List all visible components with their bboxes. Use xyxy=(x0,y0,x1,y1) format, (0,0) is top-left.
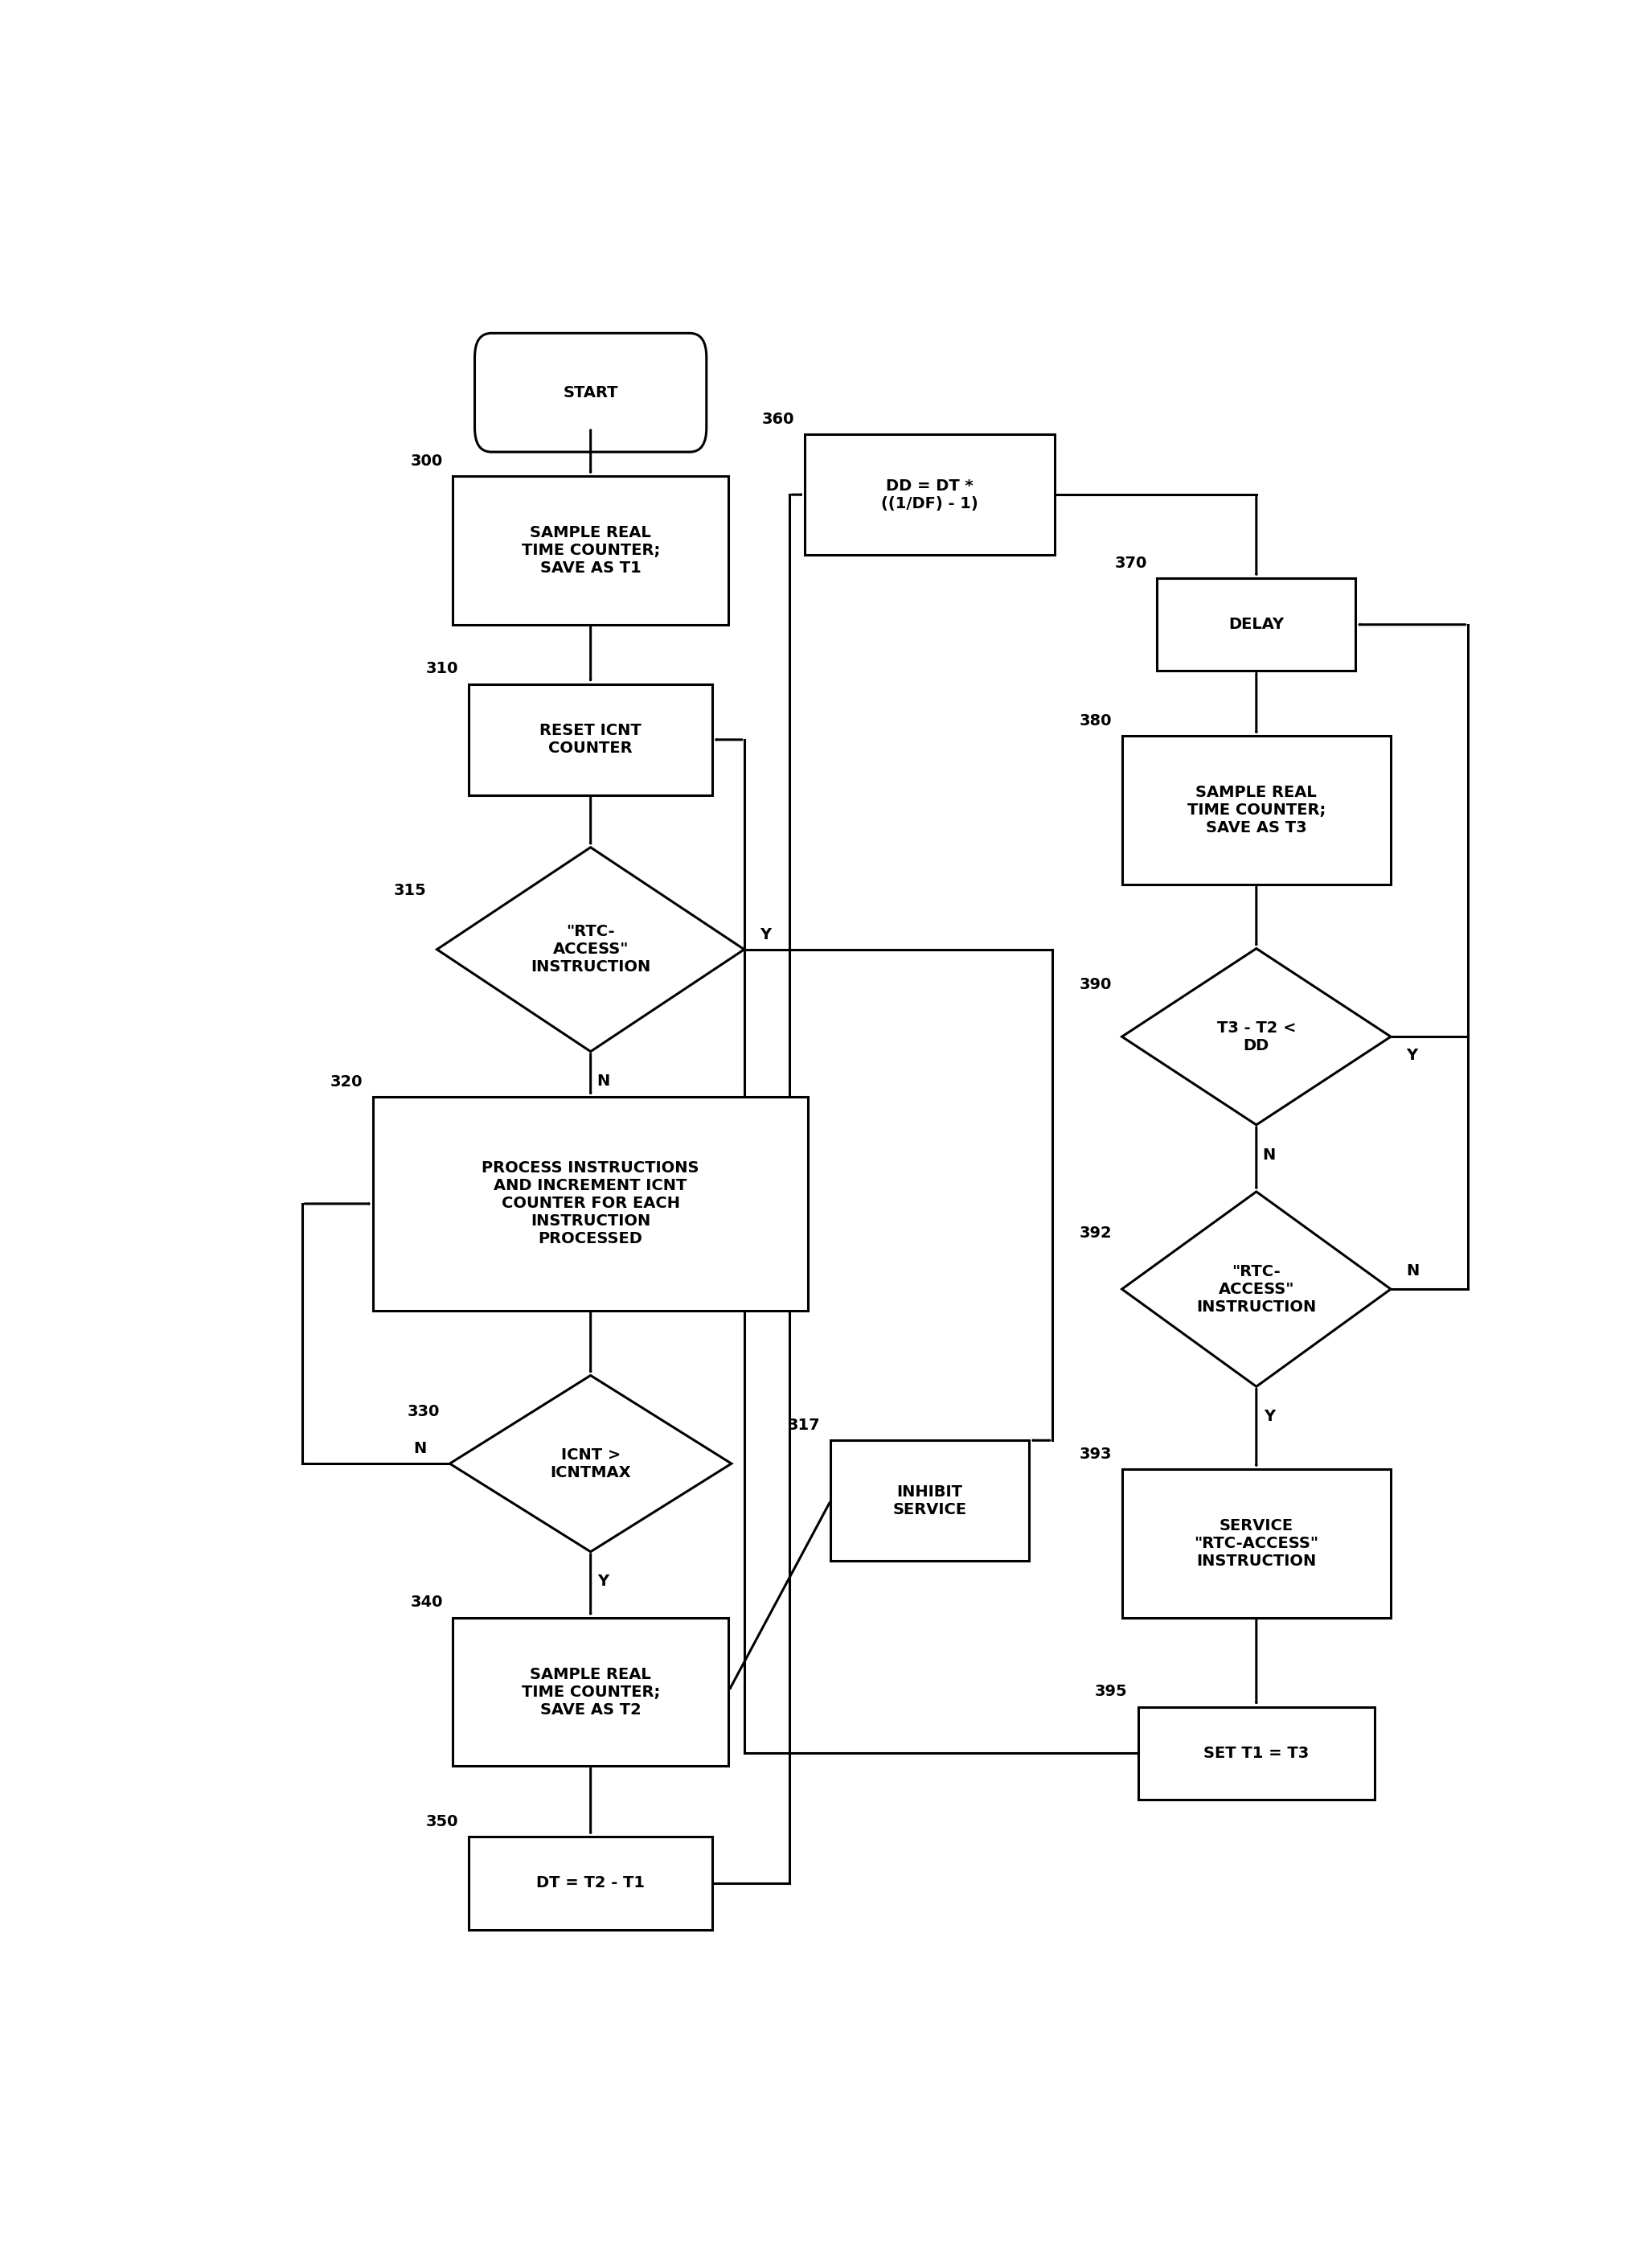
Text: SAMPLE REAL
TIME COUNTER;
SAVE AS T2: SAMPLE REAL TIME COUNTER; SAVE AS T2 xyxy=(522,1666,659,1718)
Text: 350: 350 xyxy=(426,1815,459,1829)
Text: N: N xyxy=(1262,1147,1275,1162)
Text: SET T1 = T3: SET T1 = T3 xyxy=(1204,1745,1308,1761)
Text: 390: 390 xyxy=(1079,977,1112,993)
Text: 393: 393 xyxy=(1079,1446,1112,1462)
Text: 392: 392 xyxy=(1079,1226,1112,1240)
Text: ICNT >
ICNTMAX: ICNT > ICNTMAX xyxy=(550,1448,631,1480)
Bar xyxy=(805,435,1054,555)
Text: N: N xyxy=(596,1074,610,1090)
Text: INHIBIT
SERVICE: INHIBIT SERVICE xyxy=(892,1484,966,1518)
Text: Y: Y xyxy=(760,927,771,943)
Text: SERVICE
"RTC-ACCESS"
INSTRUCTION: SERVICE "RTC-ACCESS" INSTRUCTION xyxy=(1194,1518,1318,1568)
Text: N: N xyxy=(413,1441,426,1457)
Text: 315: 315 xyxy=(393,884,426,897)
Bar xyxy=(1138,1706,1374,1799)
Text: SAMPLE REAL
TIME COUNTER;
SAVE AS T1: SAMPLE REAL TIME COUNTER; SAVE AS T1 xyxy=(522,526,659,576)
Bar xyxy=(453,1618,729,1765)
Text: Y: Y xyxy=(598,1575,610,1588)
Text: PROCESS INSTRUCTIONS
AND INCREMENT ICNT
COUNTER FOR EACH
INSTRUCTION
PROCESSED: PROCESS INSTRUCTIONS AND INCREMENT ICNT … xyxy=(482,1160,699,1246)
Text: 330: 330 xyxy=(406,1405,439,1419)
Text: 370: 370 xyxy=(1115,555,1146,571)
Polygon shape xyxy=(1122,949,1391,1124)
Text: DELAY: DELAY xyxy=(1229,616,1284,632)
Text: 340: 340 xyxy=(410,1595,443,1611)
Text: T3 - T2 <
DD: T3 - T2 < DD xyxy=(1218,1020,1295,1054)
Bar xyxy=(373,1097,808,1310)
Polygon shape xyxy=(449,1375,732,1552)
Text: "RTC-
ACCESS"
INSTRUCTION: "RTC- ACCESS" INSTRUCTION xyxy=(530,925,651,974)
Bar xyxy=(1122,1468,1391,1618)
Text: "RTC-
ACCESS"
INSTRUCTION: "RTC- ACCESS" INSTRUCTION xyxy=(1196,1264,1317,1314)
Bar xyxy=(1156,578,1356,671)
Text: 310: 310 xyxy=(426,662,459,678)
Text: 360: 360 xyxy=(762,412,795,426)
Text: Y: Y xyxy=(1264,1409,1275,1423)
Text: 380: 380 xyxy=(1079,714,1112,730)
Text: 395: 395 xyxy=(1095,1684,1128,1700)
Bar xyxy=(1122,736,1391,884)
Text: Y: Y xyxy=(1406,1047,1417,1063)
Bar xyxy=(453,476,729,625)
Text: 317: 317 xyxy=(788,1419,821,1432)
Text: SAMPLE REAL
TIME COUNTER;
SAVE AS T3: SAMPLE REAL TIME COUNTER; SAVE AS T3 xyxy=(1188,784,1325,836)
FancyBboxPatch shape xyxy=(474,333,707,451)
Text: RESET ICNT
COUNTER: RESET ICNT COUNTER xyxy=(540,723,641,757)
Text: START: START xyxy=(563,385,618,401)
Bar xyxy=(831,1441,1029,1561)
Text: 300: 300 xyxy=(410,453,443,469)
Text: N: N xyxy=(1406,1262,1419,1278)
Bar xyxy=(469,1838,712,1931)
Text: DD = DT *
((1/DF) - 1): DD = DT * ((1/DF) - 1) xyxy=(881,478,978,512)
Text: 320: 320 xyxy=(330,1074,363,1090)
Text: DT = T2 - T1: DT = T2 - T1 xyxy=(537,1876,644,1890)
Polygon shape xyxy=(436,847,743,1051)
Polygon shape xyxy=(1122,1192,1391,1387)
Bar xyxy=(469,684,712,795)
